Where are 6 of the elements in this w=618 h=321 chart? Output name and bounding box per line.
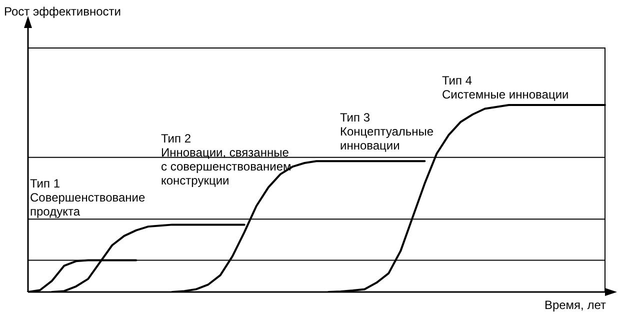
text: Тип 4 Системные инновации: [442, 73, 569, 102]
annotation: Тип 3 Концептуальные инновации: [340, 110, 434, 152]
text: Рост эффективности: [4, 4, 121, 18]
x-axis-title: Время, лет: [544, 298, 606, 312]
annotation: Тип 1 Совершенствование продукта: [30, 176, 146, 218]
annotation: Тип 2 Инновации, связанные с совершенствованием конструкции: [161, 131, 292, 188]
